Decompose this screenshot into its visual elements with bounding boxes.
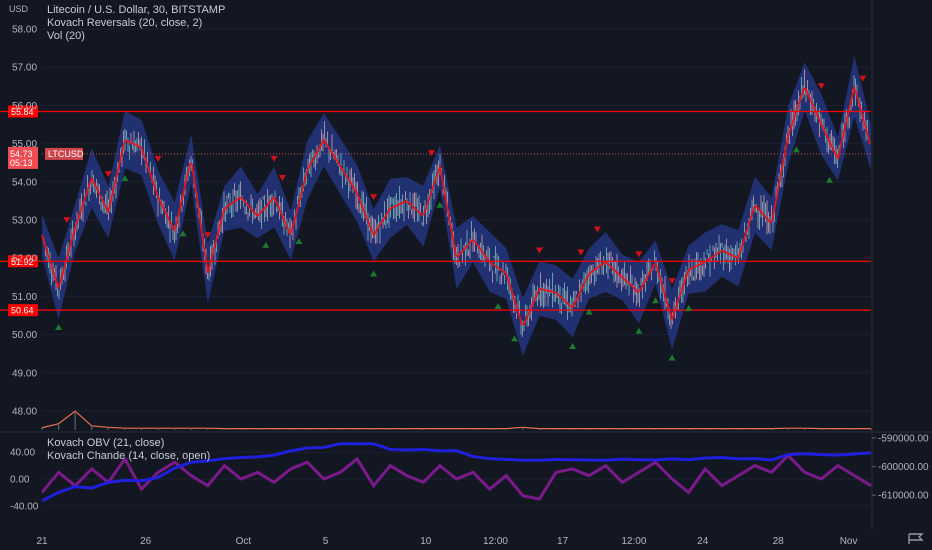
bull-reversal-marker <box>179 230 187 237</box>
ticker-tag: LTCUSD <box>48 149 84 159</box>
current-price-box <box>8 146 38 169</box>
price-tick-label: 56.00 <box>12 101 37 112</box>
main-legend: Litecoin / U.S. Dollar, 30, BITSTAMP Kov… <box>47 4 225 43</box>
price-axis[interactable]: 58.00 57.00 56.00 55.00 54.00 53.00 52.00 51.00… <box>12 25 37 418</box>
chande-tick-label: 40.00 <box>10 448 35 459</box>
time-tick-label: 21 <box>36 536 48 547</box>
price-tick-label: 50.00 <box>12 330 37 341</box>
price-tick-label: 53.00 <box>12 216 37 227</box>
time-axis[interactable]: 21 26 Oct 5 10 12:00 17 12:00 24 28 Nov <box>36 536 857 547</box>
sub-legend: Kovach OBV (21, close) Kovach Chande (14… <box>47 437 210 463</box>
volume-line <box>41 410 871 430</box>
chande-tick-label: 0.00 <box>10 475 30 486</box>
time-tick-label: 24 <box>697 536 709 547</box>
bull-reversal-marker <box>585 308 593 315</box>
time-tick-label: 26 <box>140 536 152 547</box>
price-line <box>41 85 871 326</box>
obv-tick-label: -610000.00 <box>878 491 929 502</box>
price-tick-label: 48.00 <box>12 407 37 418</box>
bull-reversal-marker <box>55 323 63 330</box>
bear-reversal-marker <box>104 171 112 178</box>
currency-label: USD <box>9 4 29 14</box>
main-grid <box>0 0 932 531</box>
bull-reversal-marker <box>511 335 519 342</box>
symbol-title[interactable]: Litecoin / U.S. Dollar, 30, BITSTAMP <box>47 4 226 16</box>
bear-reversal-marker <box>817 83 825 90</box>
price-tick-label: 54.00 <box>12 177 37 188</box>
bull-reversal-marker <box>685 304 693 311</box>
bull-reversal-marker <box>651 297 659 304</box>
indicator-legend-obv[interactable]: Kovach OBV (21, close) <box>47 437 165 449</box>
time-tick-label: Nov <box>840 536 858 547</box>
bear-reversal-marker <box>577 249 585 256</box>
bull-reversal-marker <box>826 176 834 183</box>
level-label-box <box>8 304 38 317</box>
level-label: 50.64 <box>11 306 34 316</box>
bull-reversal-marker <box>668 354 676 361</box>
time-tick-label: 17 <box>557 536 569 547</box>
obv-line <box>41 442 872 503</box>
level-label-box <box>8 105 38 118</box>
bear-reversal-marker <box>270 155 278 162</box>
bear-reversal-marker <box>278 174 286 181</box>
time-tick-label: 12:00 <box>621 536 646 547</box>
obv-tick-label: -590000.00 <box>878 434 929 445</box>
bear-reversal-marker <box>668 278 676 285</box>
bear-reversal-marker <box>428 150 436 157</box>
chande-tick-label: -40.00 <box>10 501 39 512</box>
price-tick-label: 49.00 <box>12 368 37 379</box>
bear-reversal-marker <box>593 226 601 233</box>
indicator-legend-reversals[interactable]: Kovach Reversals (20, close, 2) <box>47 17 203 29</box>
price-tick-label: 57.00 <box>12 63 37 74</box>
obv-tick-label: -600000.00 <box>878 462 929 473</box>
ticker-tag-box <box>45 147 83 160</box>
bear-reversal-marker <box>535 247 543 254</box>
indicator-legend-chande[interactable]: Kovach Chande (14, close, open) <box>47 450 211 462</box>
sub-pane-axes[interactable]: 40.00 0.00 -40.00 -590000.00 -600000.00 -6100… <box>10 434 929 513</box>
price-tick-label: 51.00 <box>12 292 37 303</box>
price-tick-label: 58.00 <box>12 25 37 36</box>
bull-reversal-marker <box>792 146 800 153</box>
time-tick-label: 28 <box>773 536 785 547</box>
bear-reversal-marker <box>63 217 71 223</box>
reversal-markers <box>55 75 867 361</box>
bull-reversal-marker <box>262 241 270 248</box>
current-price-value: 54.73 <box>10 149 33 159</box>
bear-reversal-marker <box>859 75 867 82</box>
bull-reversal-marker <box>635 327 643 334</box>
time-tick-label: 5 <box>323 536 329 547</box>
bear-reversal-marker <box>635 251 643 258</box>
current-price-countdown: 05:13 <box>10 158 33 168</box>
volume-area <box>41 410 872 430</box>
bear-reversal-marker <box>204 232 212 239</box>
time-tick-label: Oct <box>236 536 252 547</box>
bull-reversal-marker <box>436 201 444 208</box>
time-tick-label: 12:00 <box>483 536 508 547</box>
bear-reversal-marker <box>154 155 162 162</box>
sub-pane-lines <box>40 442 872 503</box>
bull-reversal-marker <box>295 238 303 245</box>
volatility-band <box>42 55 871 356</box>
indicator-legend-volume[interactable]: Vol (20) <box>47 30 85 42</box>
bull-reversal-marker <box>494 302 502 309</box>
price-tick-label: 52.00 <box>12 254 37 265</box>
bear-reversal-marker <box>370 194 378 201</box>
level-label: 55.84 <box>11 107 34 117</box>
price-band <box>42 55 871 356</box>
bull-reversal-marker <box>370 270 378 277</box>
time-tick-label: 10 <box>420 536 432 547</box>
level-label: 51.92 <box>11 257 34 267</box>
level-label-box <box>8 255 38 268</box>
price-tick-label: 55.00 <box>12 139 37 150</box>
bull-reversal-marker <box>121 174 129 181</box>
moving-average-line <box>41 85 871 326</box>
bull-reversal-marker <box>569 343 577 350</box>
flag-icon[interactable] <box>904 532 928 546</box>
